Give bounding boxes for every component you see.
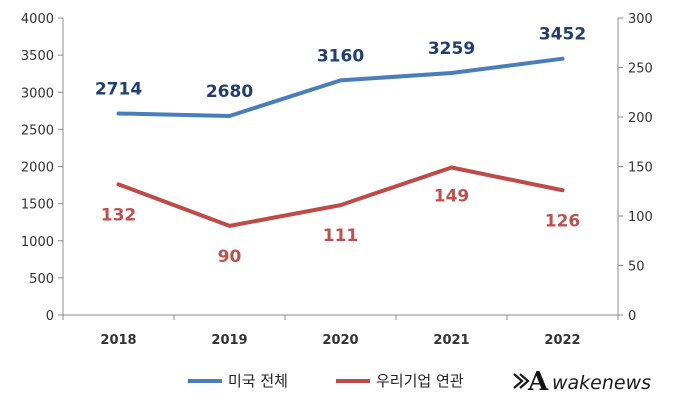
watermark-logo-letter: A [527,367,549,397]
left-tick-label: 3000 [21,86,54,101]
data-label-korean-related: 132 [101,205,137,225]
legend-label-korean-related: 우리기업 연관 [376,372,464,390]
data-label-korean-related: 126 [545,211,581,231]
x-tick-label: 2018 [100,333,136,348]
right-tick-label: 150 [628,161,653,176]
left-tick-label: 500 [29,272,54,287]
data-label-us-total: 3452 [539,25,586,45]
x-tick-label: 2020 [322,333,358,348]
data-label-us-total: 3259 [428,39,475,59]
left-tick-label: 1000 [21,235,54,250]
right-tick-label: 200 [628,111,653,126]
left-tick-label: 3500 [21,49,54,64]
x-tick-label: 2019 [211,333,247,348]
data-label-us-total: 2680 [206,82,253,102]
data-label-us-total: 2714 [95,79,142,99]
right-tick-label: 250 [628,62,653,77]
left-tick-label: 2000 [21,161,54,176]
data-label-korean-related: 90 [218,247,242,267]
right-tick-label: 100 [628,210,653,225]
left-tick-label: 2500 [21,123,54,138]
data-label-korean-related: 111 [323,226,359,246]
x-tick-label: 2021 [433,333,469,348]
left-tick-label: 1500 [21,198,54,213]
right-tick-label: 300 [628,12,653,27]
ticks-layer: 0 500 1000 1500 2000 2500 3000 3500 4000 0 50 100 15… [21,12,653,348]
right-tick-label: 50 [628,260,645,275]
series-line-us-total [116,56,565,119]
x-tick-label: 2022 [544,333,580,348]
watermark-text: wakenews [552,372,651,394]
data-label-korean-related: 149 [434,186,470,206]
legend: 미국 전체 우리기업 연관 [188,372,464,390]
left-tick-label: 4000 [21,12,54,27]
data-label-us-total: 3160 [317,46,364,66]
chevron-icon [513,373,530,389]
series-line-korean-related [116,165,565,228]
data-labels-layer: 2714 2680 3160 3259 3452 132 90 111 149 126 [95,25,586,267]
series-layer [116,56,565,228]
watermark: A wakenews [513,367,651,397]
left-tick-label: 0 [46,309,54,324]
right-tick-label: 0 [628,309,636,324]
legend-label-us-total: 미국 전체 [228,372,288,390]
